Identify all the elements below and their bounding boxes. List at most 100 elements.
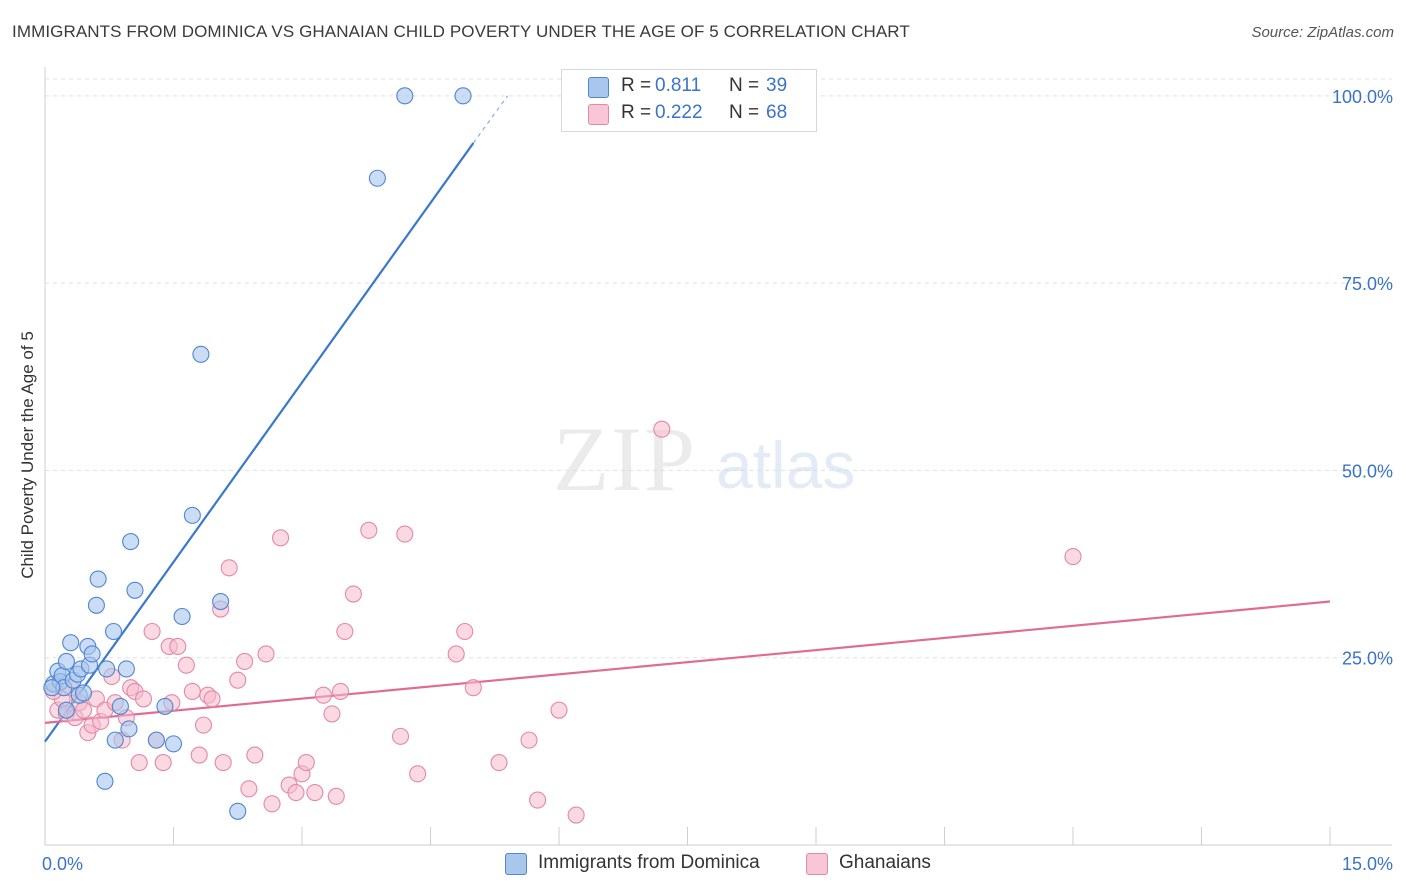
tick-labels: 25.0% 50.0% 75.0% 100.0% 0.0% 15.0%	[42, 87, 1393, 874]
legend-n-label: N =	[729, 102, 760, 123]
chart-title: IMMIGRANTS FROM DOMINICA VS GHANAIAN CHI…	[12, 22, 910, 41]
dominica-point	[156, 697, 174, 715]
ghanaians-point	[130, 754, 148, 772]
ghanaians-point	[490, 754, 508, 772]
ghanaians-point	[323, 705, 341, 723]
bottom-legend-label: Ghanaians	[839, 852, 931, 873]
ghanaians-point	[409, 765, 427, 783]
source-credit: Source: ZipAtlas.com	[1251, 24, 1394, 41]
correlation-legend: R = 0.811 N = 39 R = 0.222 N = 68	[561, 69, 817, 132]
ghanaians-point	[272, 529, 290, 547]
dominica-point	[396, 87, 414, 105]
dominica-point	[87, 596, 105, 614]
dominica-point	[173, 607, 191, 626]
ghanaians-trend-line	[44, 600, 1331, 724]
trend-lines	[44, 95, 1331, 743]
dominica-points	[43, 87, 472, 820]
ghanaians-point	[236, 652, 254, 671]
dominica-point	[43, 679, 61, 697]
ghanaians-point	[396, 525, 414, 543]
ghanaians-point	[75, 701, 93, 719]
ghanaians-point	[246, 746, 264, 764]
dominica-point	[183, 506, 201, 524]
ghanaians-point	[306, 784, 324, 802]
ghanaians-point	[391, 727, 410, 745]
dominica-point	[368, 169, 386, 187]
dominica-point	[120, 720, 138, 738]
ghanaians-point	[550, 701, 568, 719]
ghanaians-point	[1064, 548, 1082, 566]
dominica-point	[454, 87, 472, 105]
dominica-point	[126, 581, 144, 599]
watermark-atlas: atlas	[716, 428, 855, 502]
ghanaians-point	[177, 656, 195, 674]
dominica-point	[98, 660, 116, 678]
ghanaians-points	[45, 420, 1082, 824]
ghanaians-point	[520, 731, 538, 749]
ghanaians-point	[190, 746, 208, 764]
ghanaians-point	[183, 682, 201, 700]
ghanaians-point	[220, 559, 238, 577]
ghanaians-point	[257, 645, 275, 663]
dominica-trend-extension	[472, 95, 509, 144]
dominica-point	[122, 533, 140, 551]
bottom-legend-label: Immigrants from Dominica	[538, 852, 760, 873]
ghanaians-point	[287, 784, 305, 802]
ghanaians-point	[327, 787, 345, 805]
y-tick-label: 75.0%	[1342, 274, 1393, 294]
ghanaians-point	[447, 645, 465, 663]
ghanaians-point	[143, 622, 161, 641]
ghanaians-point	[653, 420, 671, 438]
legend-r-value: 0.811	[655, 75, 702, 96]
legend-swatch-blue	[588, 77, 609, 98]
ghanaians-point	[360, 521, 378, 539]
ghanaians-point	[214, 754, 232, 772]
legend-n-value: 68	[766, 102, 788, 123]
dominica-point	[117, 660, 135, 678]
ghanaians-point	[134, 690, 153, 708]
ghanaians-point	[203, 690, 221, 708]
legend-swatch-pink	[588, 104, 609, 125]
legend-n-label: N =	[729, 75, 760, 96]
y-tick-label: 25.0%	[1342, 649, 1393, 669]
dominica-point	[164, 735, 183, 753]
bottom-legend-swatch-pink	[806, 853, 828, 875]
dominica-point	[96, 772, 114, 790]
ghanaians-point	[331, 682, 350, 700]
ghanaians-point	[169, 637, 187, 656]
dominica-point	[111, 697, 129, 715]
watermark: ZIP atlas	[553, 408, 855, 510]
y-tick-label: 50.0%	[1342, 461, 1393, 481]
dominica-point	[147, 731, 165, 749]
ghanaians-point	[240, 780, 258, 798]
grid-lines	[45, 78, 1392, 659]
dominica-point	[212, 592, 230, 611]
bottom-legend-swatch-blue	[505, 853, 527, 875]
y-tick-label: 100.0%	[1332, 87, 1393, 107]
dominica-point	[75, 684, 93, 702]
legend-r-label: R =	[621, 102, 652, 123]
ghanaians-point	[229, 671, 247, 689]
ghanaians-point	[464, 679, 482, 697]
y-axis-label: Child Poverty Under the Age of 5	[18, 331, 37, 579]
dominica-point	[57, 701, 75, 719]
dominica-point	[89, 570, 107, 588]
dominica-point	[106, 731, 124, 749]
dominica-point	[57, 652, 75, 671]
dominica-trend-line	[44, 142, 475, 743]
ghanaians-point	[297, 754, 315, 772]
axes	[44, 67, 1392, 846]
ghanaians-point	[529, 791, 547, 809]
ghanaians-point	[567, 806, 585, 824]
ghanaians-point	[154, 754, 172, 772]
dominica-point	[83, 645, 101, 663]
dominica-point	[192, 345, 210, 363]
ghanaians-point	[194, 716, 213, 734]
dominica-point	[229, 802, 247, 820]
legend-r-value: 0.222	[655, 102, 703, 123]
dominica-point	[62, 634, 80, 652]
ghanaians-point	[344, 585, 362, 603]
legend-r-label: R =	[621, 75, 652, 96]
ghanaians-point	[336, 622, 354, 641]
